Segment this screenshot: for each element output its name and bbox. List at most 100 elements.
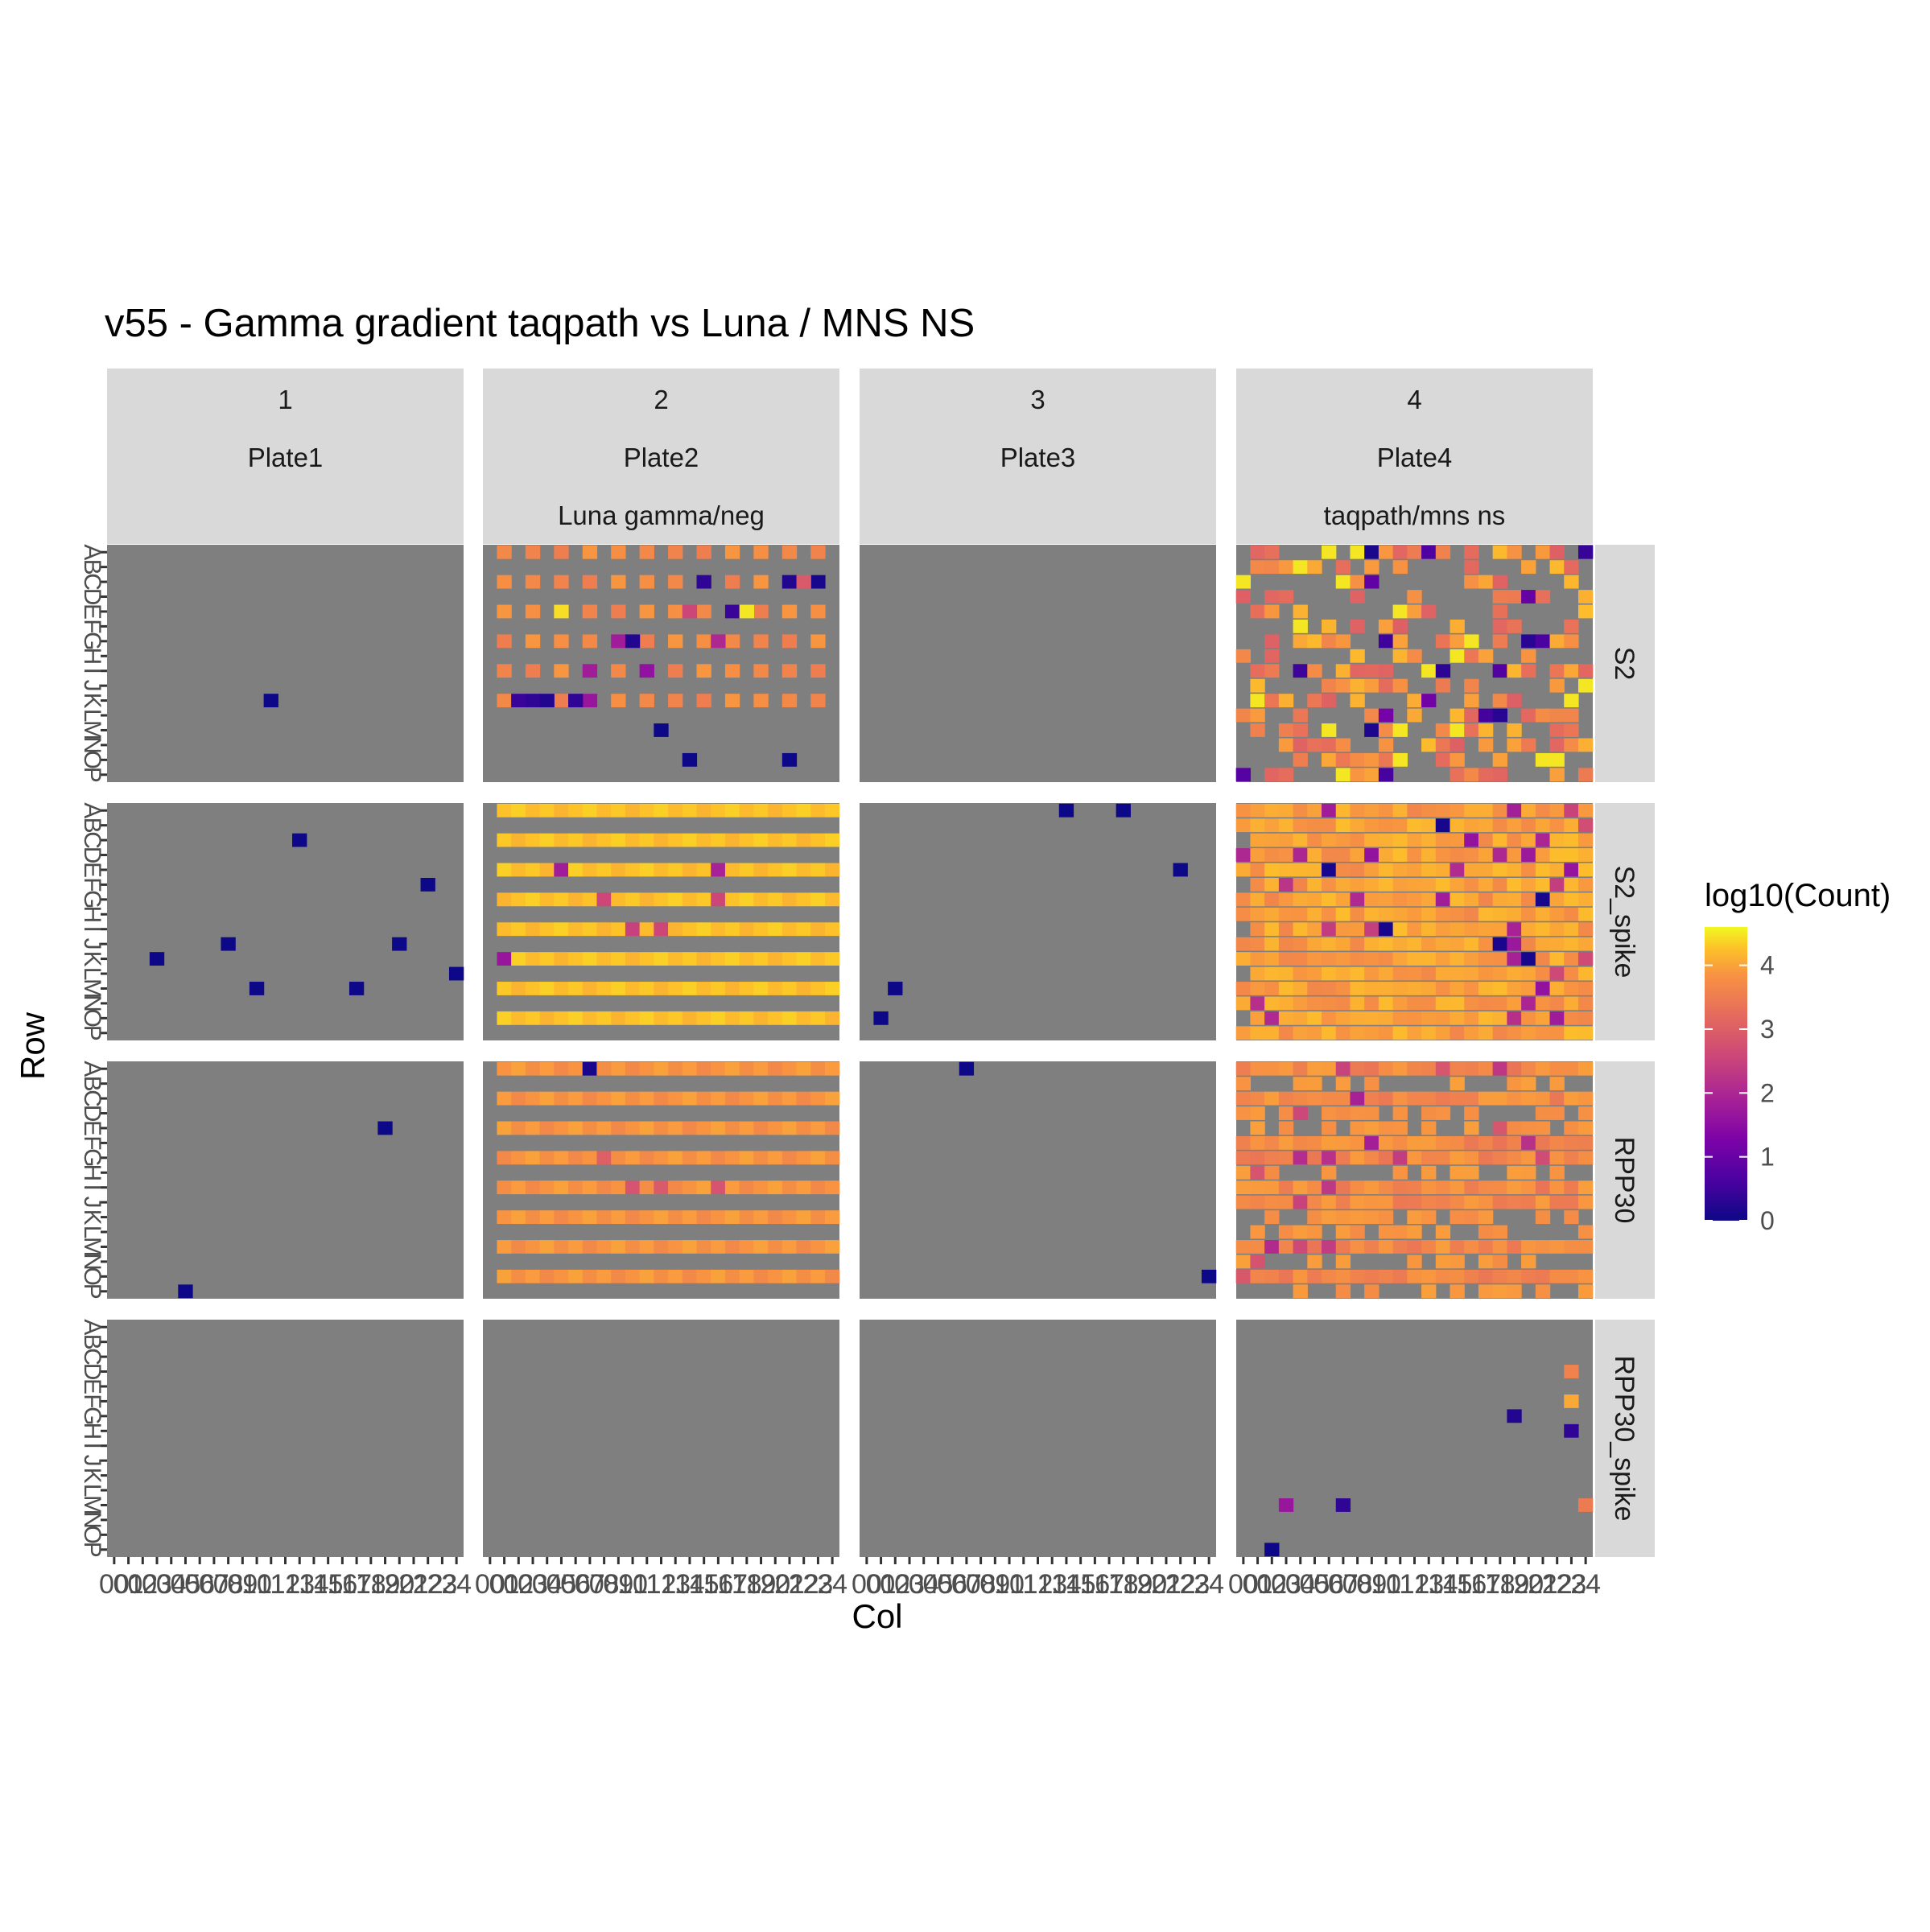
panel-plate3-RPP30 [860,1061,1217,1299]
heatmap-cell [654,833,669,847]
heatmap-cell [753,1091,769,1106]
heatmap-cell [1564,1135,1579,1150]
x-tick-label: 06 [560,1569,591,1600]
heatmap-cell [810,833,826,847]
heatmap-cell [554,694,569,708]
heatmap-cell [1278,1225,1294,1239]
heatmap-cell [1507,1165,1522,1180]
heatmap-cell [1478,1011,1494,1025]
heatmap-cell [1521,982,1536,995]
heatmap-cell [1549,966,1565,981]
heatmap-cell [525,694,541,708]
x-tick-label: 07 [1328,1569,1359,1600]
heatmap-cell [1293,1135,1308,1150]
heatmap-cell [1293,752,1308,767]
y-tick-label: N [79,1253,105,1271]
y-tick-label: O [79,1009,105,1028]
heatmap-cell [711,982,726,995]
x-axis-plate3: 0001020304050607080910111213141516171819… [852,1557,1224,1600]
heatmap-cell [1235,768,1252,782]
heatmap-cell [1478,907,1494,921]
heatmap-cell [568,1091,584,1106]
heatmap-cell [1235,1165,1252,1180]
heatmap-cell [824,803,840,818]
heatmap-cell [348,982,365,995]
heatmap-cell [539,863,555,877]
heatmap-cell [1322,937,1337,951]
heatmap-cell [582,803,598,818]
heatmap-cell [525,664,541,678]
heatmap-cell [1235,575,1252,589]
heatmap-cell [1564,1423,1579,1438]
heatmap-cell [1450,619,1465,633]
heatmap-cell [1250,694,1265,708]
heatmap-cell [1392,982,1408,995]
heatmap-cell [1392,560,1408,575]
heatmap-cell [1235,1151,1252,1165]
heatmap-cell [568,982,584,995]
heatmap-cell [1421,1151,1437,1165]
heatmap-cell [639,634,654,649]
heatmap-cell [1521,560,1536,575]
heatmap-cell [810,694,826,708]
heatmap-cell [1335,922,1351,937]
y-tick-label: N [79,1511,105,1529]
heatmap-cell [1521,1180,1536,1195]
heatmap-cell [1392,1121,1408,1135]
heatmap-cell [1450,952,1465,966]
heatmap-cell [1535,996,1551,1011]
x-tick-label: 03 [894,1569,925,1600]
heatmap-cell [1278,560,1294,575]
heatmap-cell [1492,752,1507,767]
heatmap-cell [1435,803,1451,818]
heatmap-cell [696,1061,711,1076]
heatmap-cell [1364,922,1379,937]
heatmap-cell [1293,1151,1308,1165]
heatmap-cell [1335,575,1351,589]
heatmap-cell [682,1269,698,1283]
heatmap-cell [1364,752,1379,767]
heatmap-cell [582,1269,598,1283]
heatmap-cell [1392,833,1408,847]
heatmap-cell [1492,708,1507,723]
heatmap-cell [525,982,541,995]
heatmap-cell [1564,833,1579,847]
heatmap-cell [1335,848,1351,862]
heatmap-cell [668,1180,683,1195]
heatmap-cell [582,1180,598,1195]
heatmap-cell [796,1011,811,1025]
heatmap-cell [1521,1269,1536,1283]
heatmap-cell [1435,907,1451,921]
heatmap-cell [1577,678,1594,693]
panel-plate3-S2_spike [860,803,1216,1040]
heatmap-cell [696,1011,711,1025]
heatmap-cell [781,952,798,966]
heatmap-cell [1577,1240,1594,1254]
heatmap-cell [1564,694,1579,708]
heatmap-cell [753,634,769,649]
heatmap-cell [497,952,512,966]
y-tick-label: G [79,632,105,650]
x-tick-label: 12 [1400,1569,1430,1600]
heatmap-cell [539,952,555,966]
heatmap-cell [810,982,826,995]
heatmap-cell [668,634,683,649]
heatmap-cell [596,1180,612,1195]
heatmap-cell [554,604,569,619]
heatmap-cell [1492,937,1507,951]
heatmap-cell [1521,863,1536,877]
heatmap-cell [1364,892,1379,907]
x-tick-label: 20 [1136,1569,1167,1600]
heatmap-cell [796,1180,811,1195]
heatmap-cell [554,575,569,589]
heatmap-cell [1264,1165,1280,1180]
heatmap-cell [1464,1180,1479,1195]
heatmap-cell [1364,907,1379,921]
heatmap-cell [1322,678,1337,693]
heatmap-cell [1435,1011,1451,1025]
x-tick-label: 10 [617,1569,648,1600]
heatmap-cell [511,952,526,966]
x-tick-label: 09 [979,1569,1010,1600]
heatmap-cell [611,1180,626,1195]
